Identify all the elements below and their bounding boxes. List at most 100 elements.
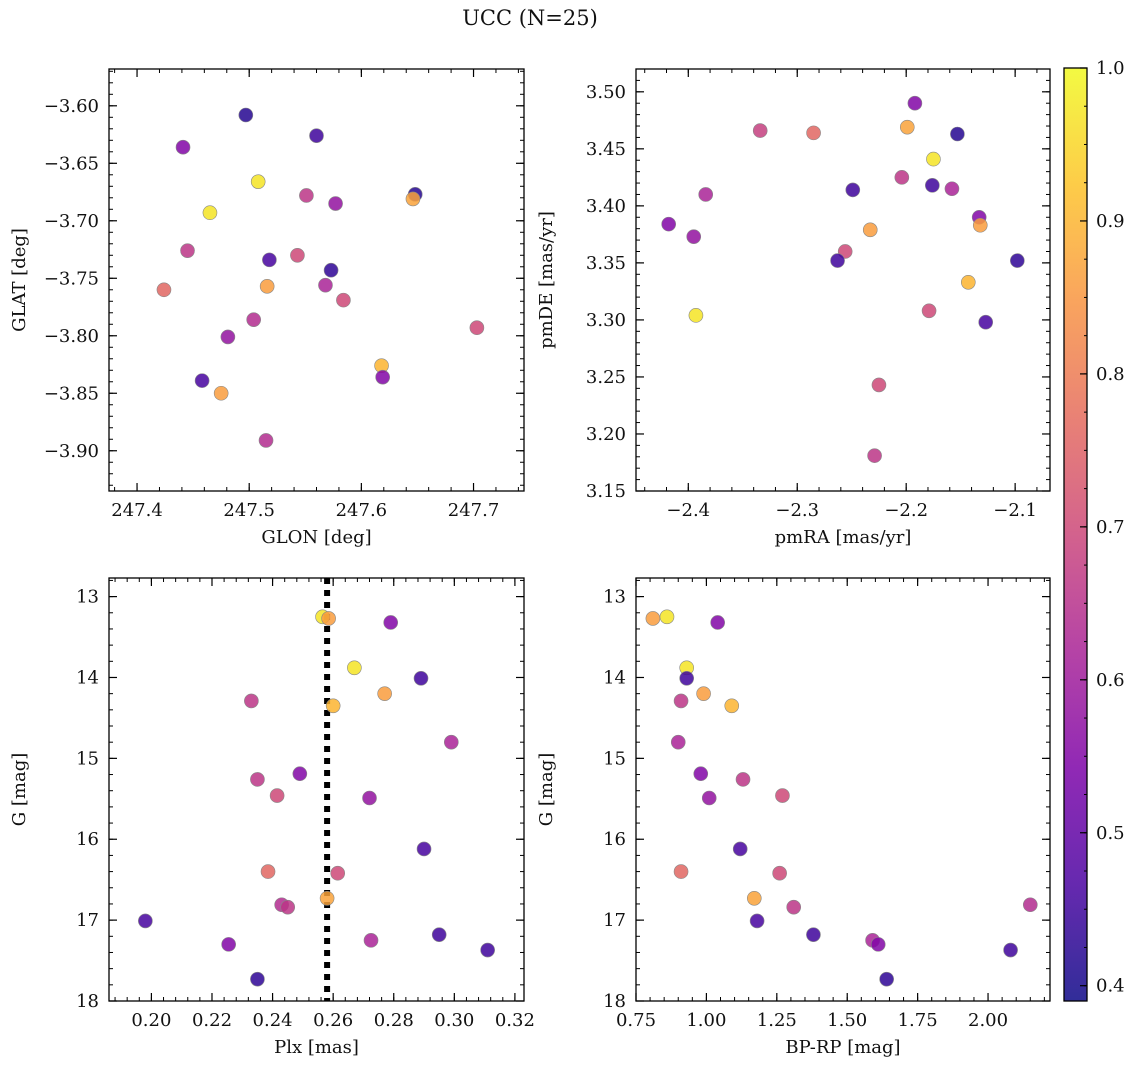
scatter-point bbox=[698, 187, 714, 202]
x-tick-label: 2.00 bbox=[968, 1010, 1008, 1031]
scatter-point bbox=[328, 196, 343, 211]
colorbar-tick-label: 0.6 bbox=[1096, 670, 1125, 691]
scatter-point bbox=[775, 788, 790, 803]
scatter-point bbox=[696, 686, 711, 701]
scatter-point bbox=[244, 693, 259, 709]
scatter-point bbox=[269, 788, 285, 803]
colorbar-gradient bbox=[1064, 68, 1087, 1001]
scatter-point bbox=[701, 790, 717, 806]
x-tick-label: 1.75 bbox=[898, 1010, 938, 1031]
scatter-point bbox=[416, 841, 432, 857]
colorbar-tick-label: 0.4 bbox=[1096, 976, 1125, 997]
scatter-point bbox=[260, 864, 276, 879]
x-tick-label: 1.25 bbox=[757, 1010, 797, 1031]
y-tick-label: 3.20 bbox=[586, 424, 626, 445]
scatter-point bbox=[693, 766, 709, 782]
colorbar-tick-label: 0.7 bbox=[1096, 517, 1125, 538]
subplot-1: 247.4 247.5 247.6 247.7 −3.60 −3.65 −3.70 −3.75… bbox=[9, 68, 525, 548]
scatter-point bbox=[347, 660, 362, 676]
scatter-point bbox=[772, 865, 787, 881]
scatter-point bbox=[786, 899, 802, 915]
scatter-point bbox=[830, 253, 845, 268]
y-axis-label: GLAT [deg] bbox=[9, 228, 30, 332]
y-tick-label: 15 bbox=[603, 748, 626, 769]
scatter-point bbox=[238, 107, 254, 123]
scatter-point bbox=[710, 615, 725, 630]
scatter-point bbox=[673, 864, 689, 879]
scatter-point bbox=[221, 937, 236, 952]
scatter-point bbox=[194, 373, 210, 388]
scatter-point bbox=[138, 913, 153, 929]
scatter-point bbox=[867, 448, 882, 463]
scatter-point bbox=[156, 282, 172, 298]
axes-frame bbox=[108, 577, 525, 1002]
x-tick-label: −2.4 bbox=[666, 500, 710, 521]
y-tick-label: −3.60 bbox=[44, 96, 99, 117]
scatter-point bbox=[899, 119, 915, 135]
y-tick-label: 3.40 bbox=[586, 196, 626, 217]
y-tick-label: 3.25 bbox=[586, 367, 626, 388]
scatter-point bbox=[679, 670, 694, 686]
y-tick-label: 16 bbox=[603, 829, 626, 850]
axes-frame bbox=[635, 577, 1051, 1002]
y-tick-label: 17 bbox=[603, 910, 626, 931]
colorbar: 0.4 0.5 0.6 0.7 0.8 0.9 1.0 bbox=[1063, 58, 1125, 1002]
x-tick-label: 0.32 bbox=[495, 1010, 535, 1031]
scatter-point bbox=[1022, 897, 1038, 913]
points-layer bbox=[645, 609, 1038, 987]
colorbar-tick-label: 0.9 bbox=[1096, 211, 1125, 232]
scatter-point bbox=[259, 279, 275, 294]
y-tick-label: 16 bbox=[76, 829, 99, 850]
scatter-point bbox=[220, 329, 236, 345]
scatter-point bbox=[431, 927, 447, 942]
scatter-point bbox=[258, 433, 274, 448]
scatter-point bbox=[659, 609, 675, 625]
y-tick-label: 3.50 bbox=[586, 82, 626, 103]
y-axis-label: G [mag] bbox=[9, 753, 30, 826]
x-tick-label: 247.5 bbox=[223, 500, 275, 521]
scatter-point bbox=[950, 126, 965, 142]
scatter-point bbox=[670, 734, 686, 750]
scatter-point bbox=[686, 229, 702, 244]
y-tick-label: 15 bbox=[76, 748, 99, 769]
x-tick-label: 247.7 bbox=[448, 500, 500, 521]
scatter-point bbox=[752, 123, 768, 138]
points-layer bbox=[156, 107, 485, 448]
x-axis-label: pmRA [mas/yr] bbox=[775, 527, 912, 548]
colorbar-tick-label: 0.8 bbox=[1096, 364, 1125, 385]
scatter-point bbox=[280, 899, 296, 915]
scatter-point bbox=[673, 693, 689, 709]
scatter-point bbox=[443, 734, 459, 750]
scatter-point bbox=[262, 252, 277, 268]
y-tick-label: 13 bbox=[76, 587, 99, 608]
scatter-point bbox=[926, 151, 941, 167]
scatter-point bbox=[299, 188, 314, 203]
y-tick-label: 3.35 bbox=[586, 253, 626, 274]
scatter-point bbox=[202, 205, 218, 221]
scatter-point bbox=[746, 890, 762, 906]
scatter-point bbox=[894, 170, 910, 185]
x-tick-label: 0.20 bbox=[131, 1010, 171, 1031]
scatter-point bbox=[250, 174, 266, 189]
scatter-point bbox=[375, 369, 390, 385]
x-tick-label: 0.75 bbox=[616, 1010, 656, 1031]
scatter-point bbox=[806, 927, 821, 942]
y-tick-label: −3.85 bbox=[44, 383, 99, 404]
scatter-point bbox=[319, 890, 335, 906]
y-tick-label: 14 bbox=[76, 667, 99, 688]
y-tick-label: 3.30 bbox=[586, 310, 626, 331]
scatter-point bbox=[879, 971, 894, 987]
y-tick-label: 18 bbox=[76, 991, 99, 1012]
x-tick-label: 0.22 bbox=[192, 1010, 232, 1031]
scatter-point bbox=[377, 686, 392, 701]
x-tick-label: −2.1 bbox=[993, 500, 1037, 521]
scatter-point bbox=[323, 262, 339, 278]
x-tick-label: 1.00 bbox=[686, 1010, 726, 1031]
points-layer bbox=[138, 609, 495, 987]
x-tick-label: 247.4 bbox=[111, 500, 163, 521]
y-tick-label: −3.75 bbox=[44, 268, 99, 289]
y-axis-label: G [mag] bbox=[536, 753, 557, 826]
x-tick-label: 247.6 bbox=[336, 500, 388, 521]
y-tick-label: −3.90 bbox=[44, 441, 99, 462]
scatter-point bbox=[645, 611, 661, 626]
